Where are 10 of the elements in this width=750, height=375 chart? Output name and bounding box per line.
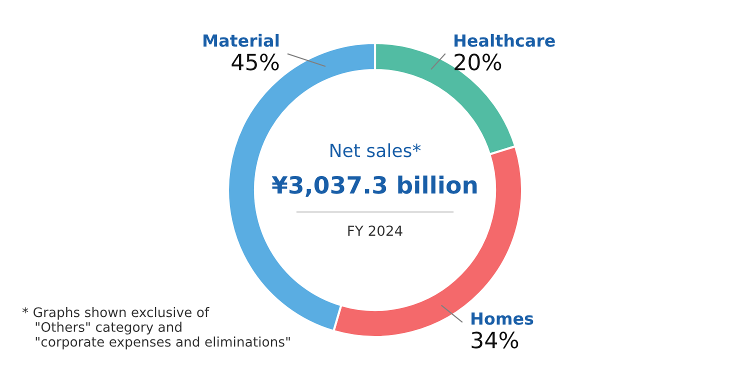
data-label: 34% xyxy=(472,332,518,348)
data-label: 45% xyxy=(232,54,279,70)
text: Net sales* xyxy=(330,143,421,158)
slice-label: Homes xyxy=(472,312,534,325)
slice-label: Material xyxy=(204,34,279,47)
data-label: 20% xyxy=(454,54,502,70)
text: ¥3,037.3 billion xyxy=(272,176,477,197)
text: * Graphs shown exclusive of "Others" category and "corporate expenses and eliminations" xyxy=(22,307,290,350)
text: FY 2024 xyxy=(348,226,402,236)
slice-label: Healthcare xyxy=(454,34,555,47)
